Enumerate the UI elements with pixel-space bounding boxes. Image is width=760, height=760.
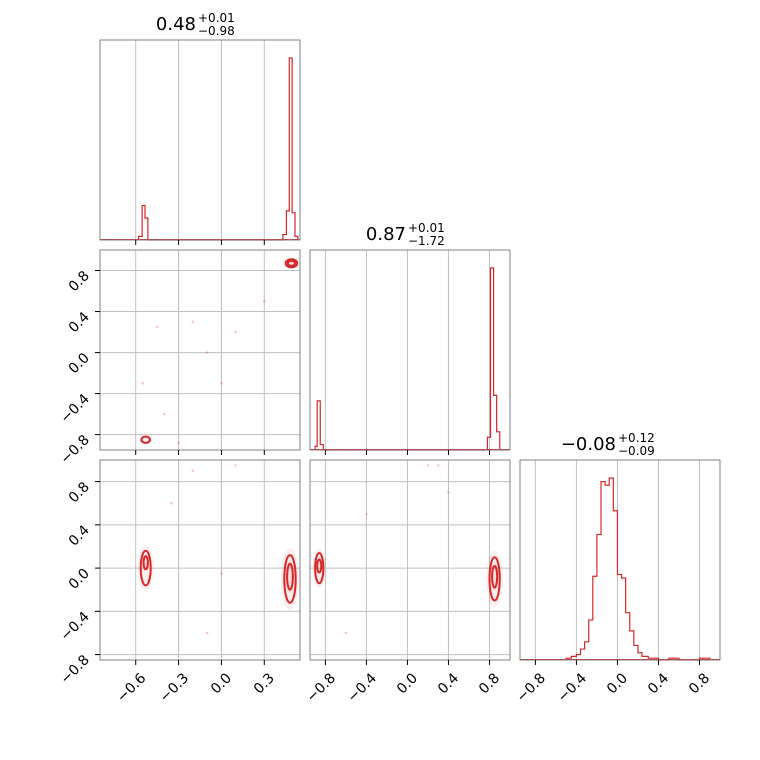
p20-frame — [99, 459, 301, 661]
p21-contour — [491, 564, 499, 589]
p11-title: 0.87 +0.01−1.72 — [366, 221, 445, 248]
y-tick-label: 0.8 — [66, 268, 93, 295]
p21-contour — [488, 556, 501, 602]
x-tick-label: −0.3 — [157, 670, 192, 705]
p10-scatter-point — [234, 330, 238, 334]
y-tick-label: 0.8 — [66, 479, 93, 506]
y-tick-label: 0.0 — [66, 350, 93, 377]
x-tick-label: 0.8 — [686, 670, 713, 697]
p20-scatter-point — [234, 464, 238, 467]
p11-histogram-step — [314, 267, 503, 451]
p00-histogram-step — [137, 57, 299, 241]
p00-frame — [99, 39, 301, 241]
p21-scatter-point — [365, 512, 368, 516]
x-tick-label: 0.4 — [645, 670, 672, 697]
x-tick-label: 0.0 — [604, 670, 631, 697]
p21-scatter-point — [426, 464, 430, 467]
y-tick-label: 0.4 — [66, 309, 93, 336]
p20-contour — [142, 555, 149, 571]
p22-frame — [519, 459, 721, 661]
title-plus: +0.12 — [618, 431, 655, 445]
y-tick-label: −0.4 — [57, 391, 92, 426]
p20-contour — [283, 554, 297, 604]
p10-scatter-point — [155, 325, 159, 329]
title-median: 0.48 — [156, 14, 196, 35]
p10-scatter-point — [262, 299, 266, 303]
p20-scatter-point — [220, 572, 223, 575]
p21-scatter-point — [447, 491, 450, 494]
p21-contour — [314, 551, 325, 585]
p10-scatter-point — [191, 320, 195, 324]
p10-contour — [140, 435, 151, 444]
p20-scatter-point — [170, 501, 173, 505]
title-minus: −1.72 — [408, 234, 445, 248]
y-tick-label: −0.8 — [57, 652, 92, 687]
p10-scatter-point — [220, 382, 223, 385]
title-minus: −0.98 — [198, 24, 235, 38]
x-tick-label: 0.0 — [394, 670, 421, 697]
p00-title: 0.48 +0.01−0.98 — [156, 11, 235, 38]
p11-frame — [309, 249, 511, 451]
title-median: −0.08 — [561, 434, 616, 455]
x-tick-label: 0.4 — [435, 670, 462, 697]
p20-scatter-point — [191, 469, 195, 473]
p10-contour — [286, 259, 296, 267]
p10-scatter-point — [205, 351, 209, 354]
p21-frame — [309, 459, 511, 661]
x-tick-label: −0.4 — [555, 670, 590, 705]
title-minus: −0.09 — [618, 444, 655, 458]
y-tick-label: −0.8 — [57, 432, 92, 467]
x-tick-label: 0.8 — [476, 670, 503, 697]
p10-frame — [99, 249, 301, 451]
p21-scatter-point — [436, 464, 440, 467]
x-tick-label: −0.8 — [304, 670, 339, 705]
p10-scatter-point — [141, 382, 145, 385]
x-tick-label: −0.4 — [345, 670, 380, 705]
title-median: 0.87 — [366, 224, 406, 245]
title-plus: +0.01 — [408, 221, 445, 235]
p20-contour — [286, 562, 294, 591]
p22-histogram-step — [565, 477, 711, 661]
p10-scatter-point — [162, 412, 166, 416]
y-tick-label: 0.0 — [66, 566, 93, 593]
title-plus: +0.01 — [198, 11, 235, 25]
x-tick-label: 0.0 — [208, 670, 235, 697]
y-tick-label: 0.4 — [66, 522, 93, 549]
p10-scatter-point — [177, 441, 180, 445]
y-tick-label: −0.4 — [57, 609, 92, 644]
p21-scatter-point — [344, 631, 348, 635]
x-tick-label: −0.8 — [514, 670, 549, 705]
p21-contour — [316, 558, 323, 574]
x-tick-label: −0.6 — [114, 670, 149, 705]
p22-title: −0.08 +0.12−0.09 — [561, 431, 655, 458]
p20-contour — [139, 549, 152, 587]
p20-scatter-point — [205, 631, 209, 635]
x-tick-label: 0.3 — [251, 670, 278, 697]
p10-contour — [284, 258, 299, 269]
